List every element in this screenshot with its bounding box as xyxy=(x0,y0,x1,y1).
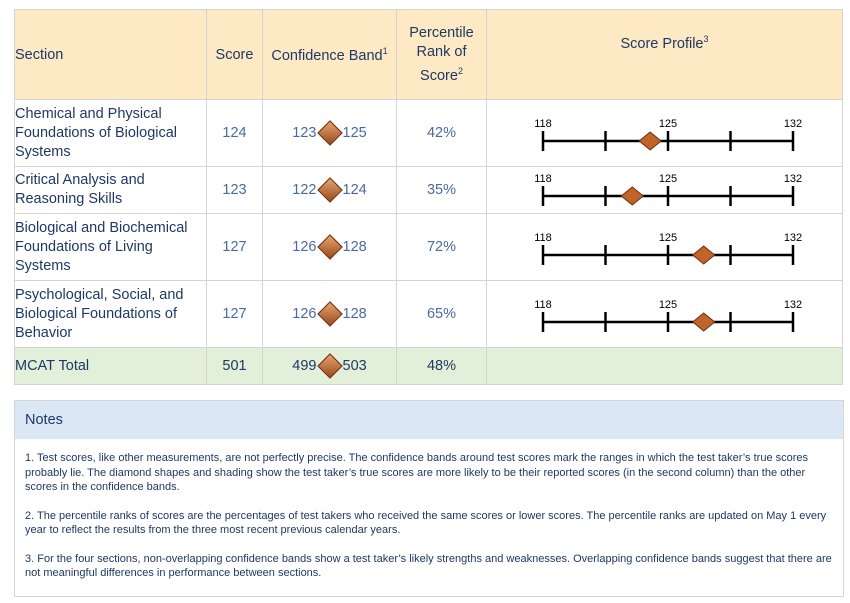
table-row: Psychological, Social, and Biological Fo… xyxy=(14,280,843,348)
notes-panel: Notes 1. Test scores, like other measure… xyxy=(14,400,844,597)
diamond-icon xyxy=(316,120,343,146)
score-diamond xyxy=(691,311,716,332)
score-profile-line: 118 125 132 xyxy=(534,118,802,151)
tick-label: 125 xyxy=(659,232,677,244)
tick-label: 132 xyxy=(784,299,802,311)
score-value: 124 xyxy=(206,99,263,167)
score-profile-line: 118 125 132 xyxy=(534,299,802,332)
tick-label: 125 xyxy=(659,118,677,130)
tick-label: 118 xyxy=(534,118,552,130)
score-profile: 118 125 132 xyxy=(486,99,843,167)
header-percentile: Percentile Rank of Score2 xyxy=(396,9,487,100)
diamond-icon xyxy=(316,353,343,379)
header-profile: Score Profile3 xyxy=(486,9,843,100)
note-1: 1. Test scores, like other measurements,… xyxy=(25,452,809,493)
percentile-value: 35% xyxy=(396,166,487,214)
total-confidence-band: 499 503 xyxy=(262,347,397,385)
confidence-band: 123 125 xyxy=(262,99,397,167)
table-row: Chemical and Physical Foundations of Bio… xyxy=(14,99,843,167)
score-diamond xyxy=(691,244,716,265)
score-profile: 118 125 132 xyxy=(486,280,843,348)
percentile-value: 72% xyxy=(396,213,487,281)
tick-label: 125 xyxy=(659,173,677,185)
percentile-value: 42% xyxy=(396,99,487,167)
header-score: Score xyxy=(206,9,263,100)
diamond-icon xyxy=(316,234,343,260)
total-label: MCAT Total xyxy=(14,347,207,385)
diamond-icon xyxy=(316,177,343,203)
note-3: 3. For the four sections, non-overlappin… xyxy=(25,552,832,580)
score-value: 123 xyxy=(206,166,263,214)
score-profile: 118 125 132 xyxy=(486,166,843,214)
score-profile-line: 118 125 132 xyxy=(534,232,802,265)
score-profile-line: 118 125 132 xyxy=(534,173,802,206)
score-value: 127 xyxy=(206,280,263,348)
header-confidence: Confidence Band1 xyxy=(262,9,397,100)
tick-label: 118 xyxy=(534,232,552,244)
note-2: 2. The percentile ranks of scores are th… xyxy=(25,509,827,537)
table-row: Critical Analysis and Reasoning Skills 1… xyxy=(14,166,843,214)
score-diamond xyxy=(638,130,662,151)
header-section: Section xyxy=(14,9,207,100)
notes-title: Notes xyxy=(15,401,843,439)
tick-label: 132 xyxy=(784,118,802,130)
confidence-band: 122 124 xyxy=(262,166,397,214)
tick-label: 132 xyxy=(784,173,802,185)
section-name: Biological and Biochemical Foundations o… xyxy=(14,213,207,281)
total-row: MCAT Total 501 499 503 48% xyxy=(14,347,843,385)
section-name: Psychological, Social, and Biological Fo… xyxy=(14,280,207,348)
tick-label: 125 xyxy=(659,299,677,311)
section-name: Critical Analysis and Reasoning Skills xyxy=(14,166,207,214)
tick-label: 132 xyxy=(784,232,802,244)
tick-label: 118 xyxy=(534,299,552,311)
tick-label: 118 xyxy=(534,173,552,185)
confidence-band: 126 128 xyxy=(262,280,397,348)
score-profile: 118 125 132 xyxy=(486,213,843,281)
score-value: 127 xyxy=(206,213,263,281)
section-name: Chemical and Physical Foundations of Bio… xyxy=(14,99,207,167)
header-row: Section Score Confidence Band1 Percentil… xyxy=(14,9,843,100)
total-profile-empty xyxy=(486,347,843,385)
score-diamond xyxy=(620,185,645,206)
notes-body: 1. Test scores, like other measurements,… xyxy=(15,439,843,581)
total-score: 501 xyxy=(206,347,263,385)
confidence-band: 126 128 xyxy=(262,213,397,281)
percentile-value: 65% xyxy=(396,280,487,348)
total-percentile: 48% xyxy=(396,347,487,385)
score-table: Section Score Confidence Band1 Percentil… xyxy=(14,9,843,385)
table-row: Biological and Biochemical Foundations o… xyxy=(14,213,843,281)
diamond-icon xyxy=(316,301,343,327)
